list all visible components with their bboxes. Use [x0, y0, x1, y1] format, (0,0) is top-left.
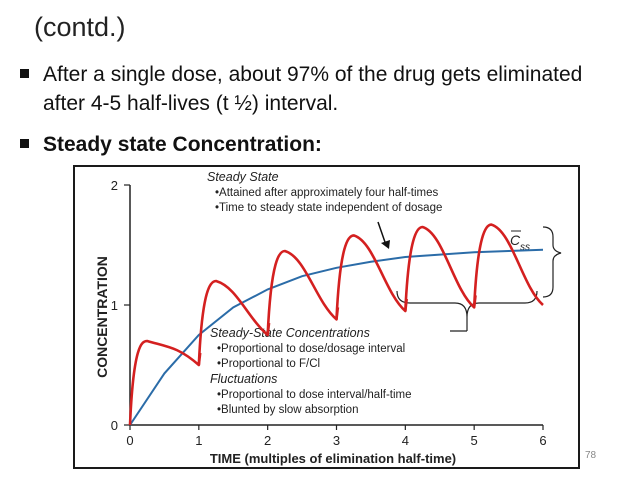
dose-rise-segment	[335, 307, 340, 320]
fluct-line-1: •Proportional to dose interval/half-time	[217, 389, 412, 401]
steady-state-line-2: •Time to steady state independent of dos…	[215, 202, 442, 214]
arrow-head-icon	[381, 240, 390, 249]
dose-rise-segment	[404, 298, 409, 312]
x-tick-label: 6	[539, 433, 546, 448]
dose-rise-segment	[266, 322, 271, 336]
ss-brace	[396, 290, 538, 318]
css-label: C ss	[510, 230, 530, 253]
y-tick-label: 2	[111, 178, 118, 193]
x-tick-label: 1	[195, 433, 202, 448]
chart-marks: 0 1 2 3 4 5 6 0 1 2	[111, 178, 547, 448]
dose-rise-segment	[197, 352, 202, 366]
average-concentration-line	[129, 248, 544, 426]
bullet-square-icon	[20, 139, 29, 148]
slide-number: 78	[585, 450, 597, 461]
ss-conc-line-2: •Proportional to F/Cl	[217, 358, 320, 370]
fluct-title: Fluctuations	[210, 372, 277, 386]
y-tick-label: 1	[111, 298, 118, 313]
bullet-text: After a single dose, about 97% of the dr…	[43, 63, 583, 115]
fluct-line-2: •Blunted by slow absorption	[217, 404, 358, 416]
x-tick-label: 3	[333, 433, 340, 448]
x-tick-label: 4	[402, 433, 409, 448]
bullet-square-icon	[20, 69, 29, 78]
x-tick-label: 2	[264, 433, 271, 448]
x-tick-label: 5	[471, 433, 478, 448]
dose-rise-segment	[472, 295, 477, 308]
x-tick-label: 0	[126, 433, 133, 448]
css-letter: C	[510, 232, 521, 248]
bullet-steady-state: Steady state Concentration:	[20, 130, 610, 159]
concentration-chart: CONCENTRATION TIME (multiples of elimina…	[94, 170, 562, 466]
y-tick-label: 0	[111, 418, 118, 433]
y-axis-label: CONCENTRATION	[94, 256, 110, 378]
steady-state-arrow	[377, 221, 387, 246]
ss-conc-line-1: •Proportional to dose/dosage interval	[217, 343, 405, 355]
steady-state-title: Steady State	[207, 170, 279, 184]
steady-state-figure: CONCENTRATION TIME (multiples of elimina…	[73, 165, 596, 469]
slide-heading: (contd.)	[34, 12, 126, 42]
css-brace	[542, 226, 562, 298]
bullet-single-dose: After a single dose, about 97% of the dr…	[20, 60, 610, 118]
css-subscript: ss	[520, 242, 530, 253]
ss-conc-title: Steady-State Concentrations	[210, 326, 370, 340]
bullet-text: Steady state Concentration:	[43, 133, 322, 156]
x-axis-label: TIME (multiples of elimination half-time…	[210, 451, 456, 466]
steady-state-line-1: •Attained after approximately four half-…	[215, 187, 439, 199]
